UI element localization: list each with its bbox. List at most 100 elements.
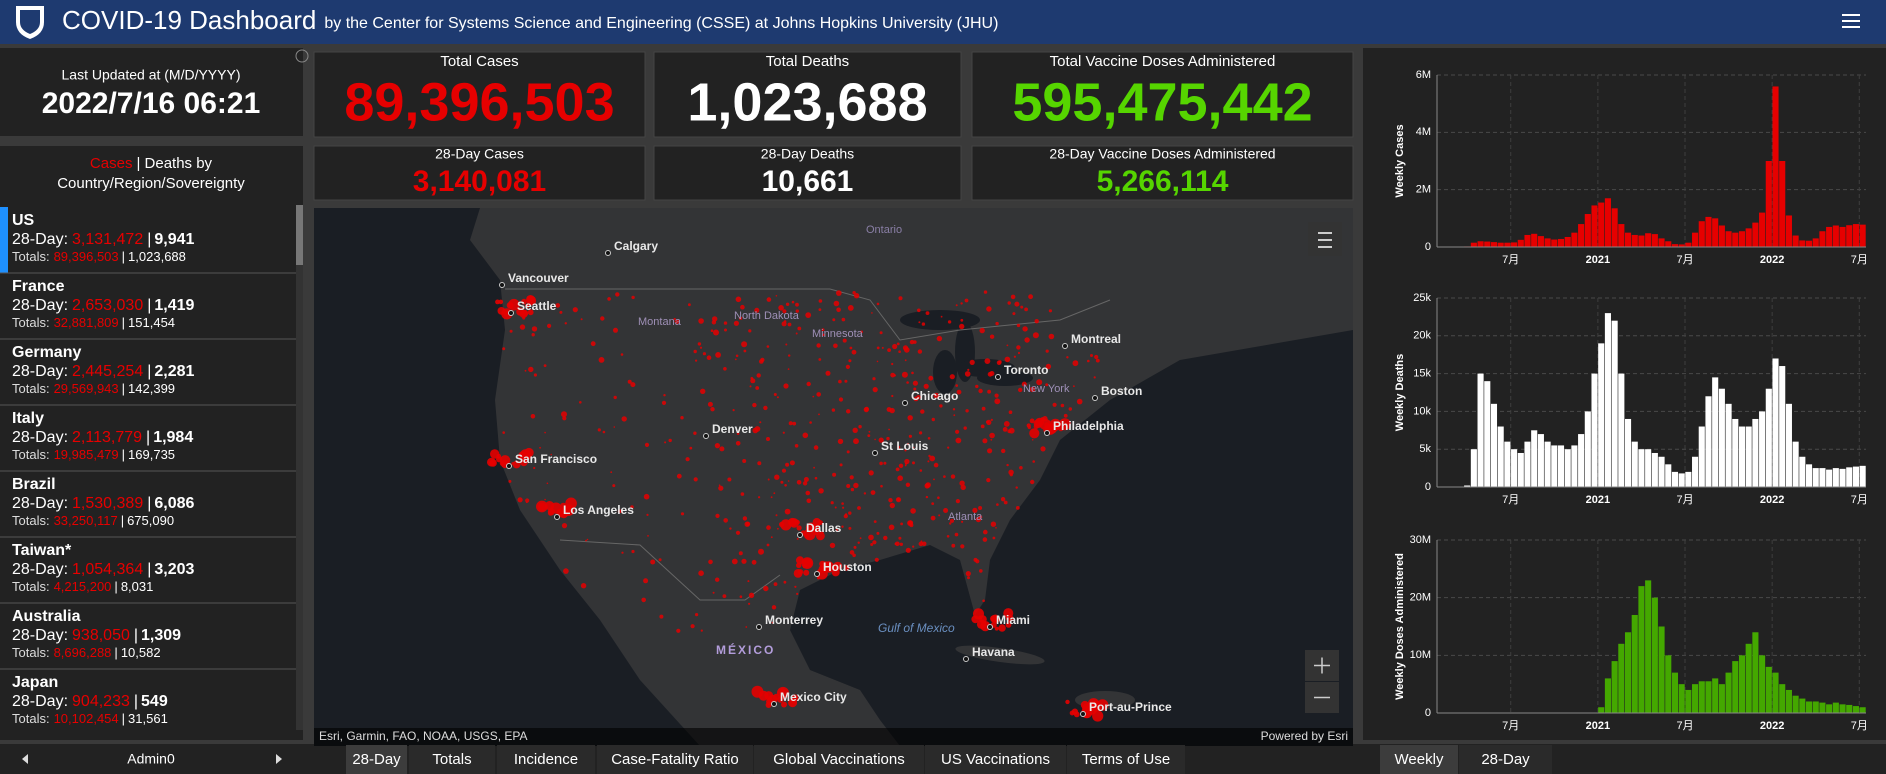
bar	[1551, 445, 1558, 487]
case-dot	[525, 501, 528, 504]
case-dot	[897, 475, 903, 482]
bar	[1725, 672, 1732, 713]
y-tick-label: 10M	[1410, 649, 1431, 661]
case-dot	[615, 292, 620, 297]
case-dot	[986, 306, 992, 312]
bar	[1578, 224, 1585, 247]
menu-line	[1842, 14, 1860, 16]
case-dot	[1026, 423, 1031, 428]
scrollbar[interactable]	[296, 205, 303, 730]
case-dot	[863, 407, 869, 413]
bar	[1819, 702, 1826, 713]
bar	[1785, 689, 1792, 713]
total-deaths: 169,735	[128, 447, 175, 462]
selected-indicator	[0, 207, 8, 273]
case-dot	[1006, 463, 1009, 467]
case-dot	[1071, 708, 1078, 715]
tab[interactable]	[409, 745, 495, 774]
case-dot	[987, 389, 991, 394]
tab[interactable]	[1067, 745, 1185, 774]
tab[interactable]	[497, 745, 595, 774]
case-dot	[986, 420, 989, 424]
tab-label: US Vaccinations	[941, 751, 1050, 768]
city-marker	[605, 250, 611, 256]
separator: |	[122, 381, 125, 396]
bar	[1665, 241, 1672, 247]
chart-panel	[1363, 48, 1886, 740]
case-dot	[777, 686, 789, 699]
border	[505, 288, 1111, 341]
menu-icon[interactable]	[1842, 14, 1860, 28]
weekly-chart: Weekly Cases 0 2M 4M 6M 7月 2021 7月 2022 7月	[1394, 69, 1868, 266]
tab-label: Case-Fatality Ratio	[611, 751, 739, 768]
case-dot	[735, 441, 741, 446]
case-dot	[776, 396, 779, 399]
tab[interactable]	[925, 745, 1066, 774]
total-cases: 29,569,943	[54, 381, 119, 396]
y-tick-label: 25k	[1413, 292, 1431, 304]
case-dot	[933, 478, 935, 481]
case-dot	[1032, 460, 1035, 463]
bar	[1490, 403, 1498, 487]
tab[interactable]	[754, 745, 924, 774]
bar	[1671, 672, 1679, 713]
bar	[1846, 704, 1853, 713]
tab[interactable]	[597, 745, 753, 774]
scrollbar-thumb[interactable]	[296, 205, 303, 265]
bar	[1852, 224, 1859, 247]
case-dot	[931, 417, 935, 422]
fullscreen-icon[interactable]	[295, 49, 309, 63]
next-arrow[interactable]	[276, 754, 282, 764]
case-dot	[715, 577, 720, 582]
prev-arrow[interactable]	[22, 754, 28, 764]
case-dot	[938, 514, 941, 517]
case-dot	[559, 310, 563, 314]
case-dot	[983, 290, 988, 294]
city-marker	[1062, 343, 1068, 349]
bar	[1618, 373, 1625, 487]
case-dot	[555, 303, 561, 308]
case-dot	[1015, 506, 1020, 510]
case-dot	[812, 395, 815, 398]
case-dot	[943, 508, 949, 513]
border	[559, 539, 781, 601]
case-dot	[781, 468, 787, 473]
day-label: 28-Day:	[12, 297, 68, 314]
total-label: Totals:	[12, 579, 50, 594]
bar	[1665, 655, 1672, 713]
case-dot	[818, 358, 822, 361]
case-dot	[846, 484, 851, 488]
case-dot	[978, 615, 983, 620]
case-dot	[735, 354, 739, 358]
case-dot	[917, 308, 921, 313]
separator: |	[114, 645, 117, 660]
case-dot	[718, 484, 721, 487]
case-dot	[533, 466, 536, 470]
last-updated-value: 2022/7/16 06:21	[42, 87, 261, 120]
tab-label: 28-Day	[352, 751, 401, 768]
case-dot	[561, 411, 567, 418]
case-dot	[883, 535, 888, 541]
last-updated-panel	[0, 48, 303, 136]
tab[interactable]	[1459, 745, 1552, 774]
tab[interactable]	[346, 745, 407, 774]
bar	[1618, 224, 1625, 247]
map[interactable]: Calgary Vancouver Seattle Montana North Dako…	[314, 208, 1353, 746]
x-tick-label: 7月	[1502, 494, 1519, 506]
case-dot	[517, 497, 523, 503]
case-dot	[516, 307, 525, 316]
tab[interactable]	[1380, 745, 1458, 774]
y-tick-label: 4M	[1416, 126, 1431, 138]
case-dot	[793, 569, 803, 578]
case-dot	[1076, 398, 1083, 405]
case-dot	[870, 543, 874, 546]
